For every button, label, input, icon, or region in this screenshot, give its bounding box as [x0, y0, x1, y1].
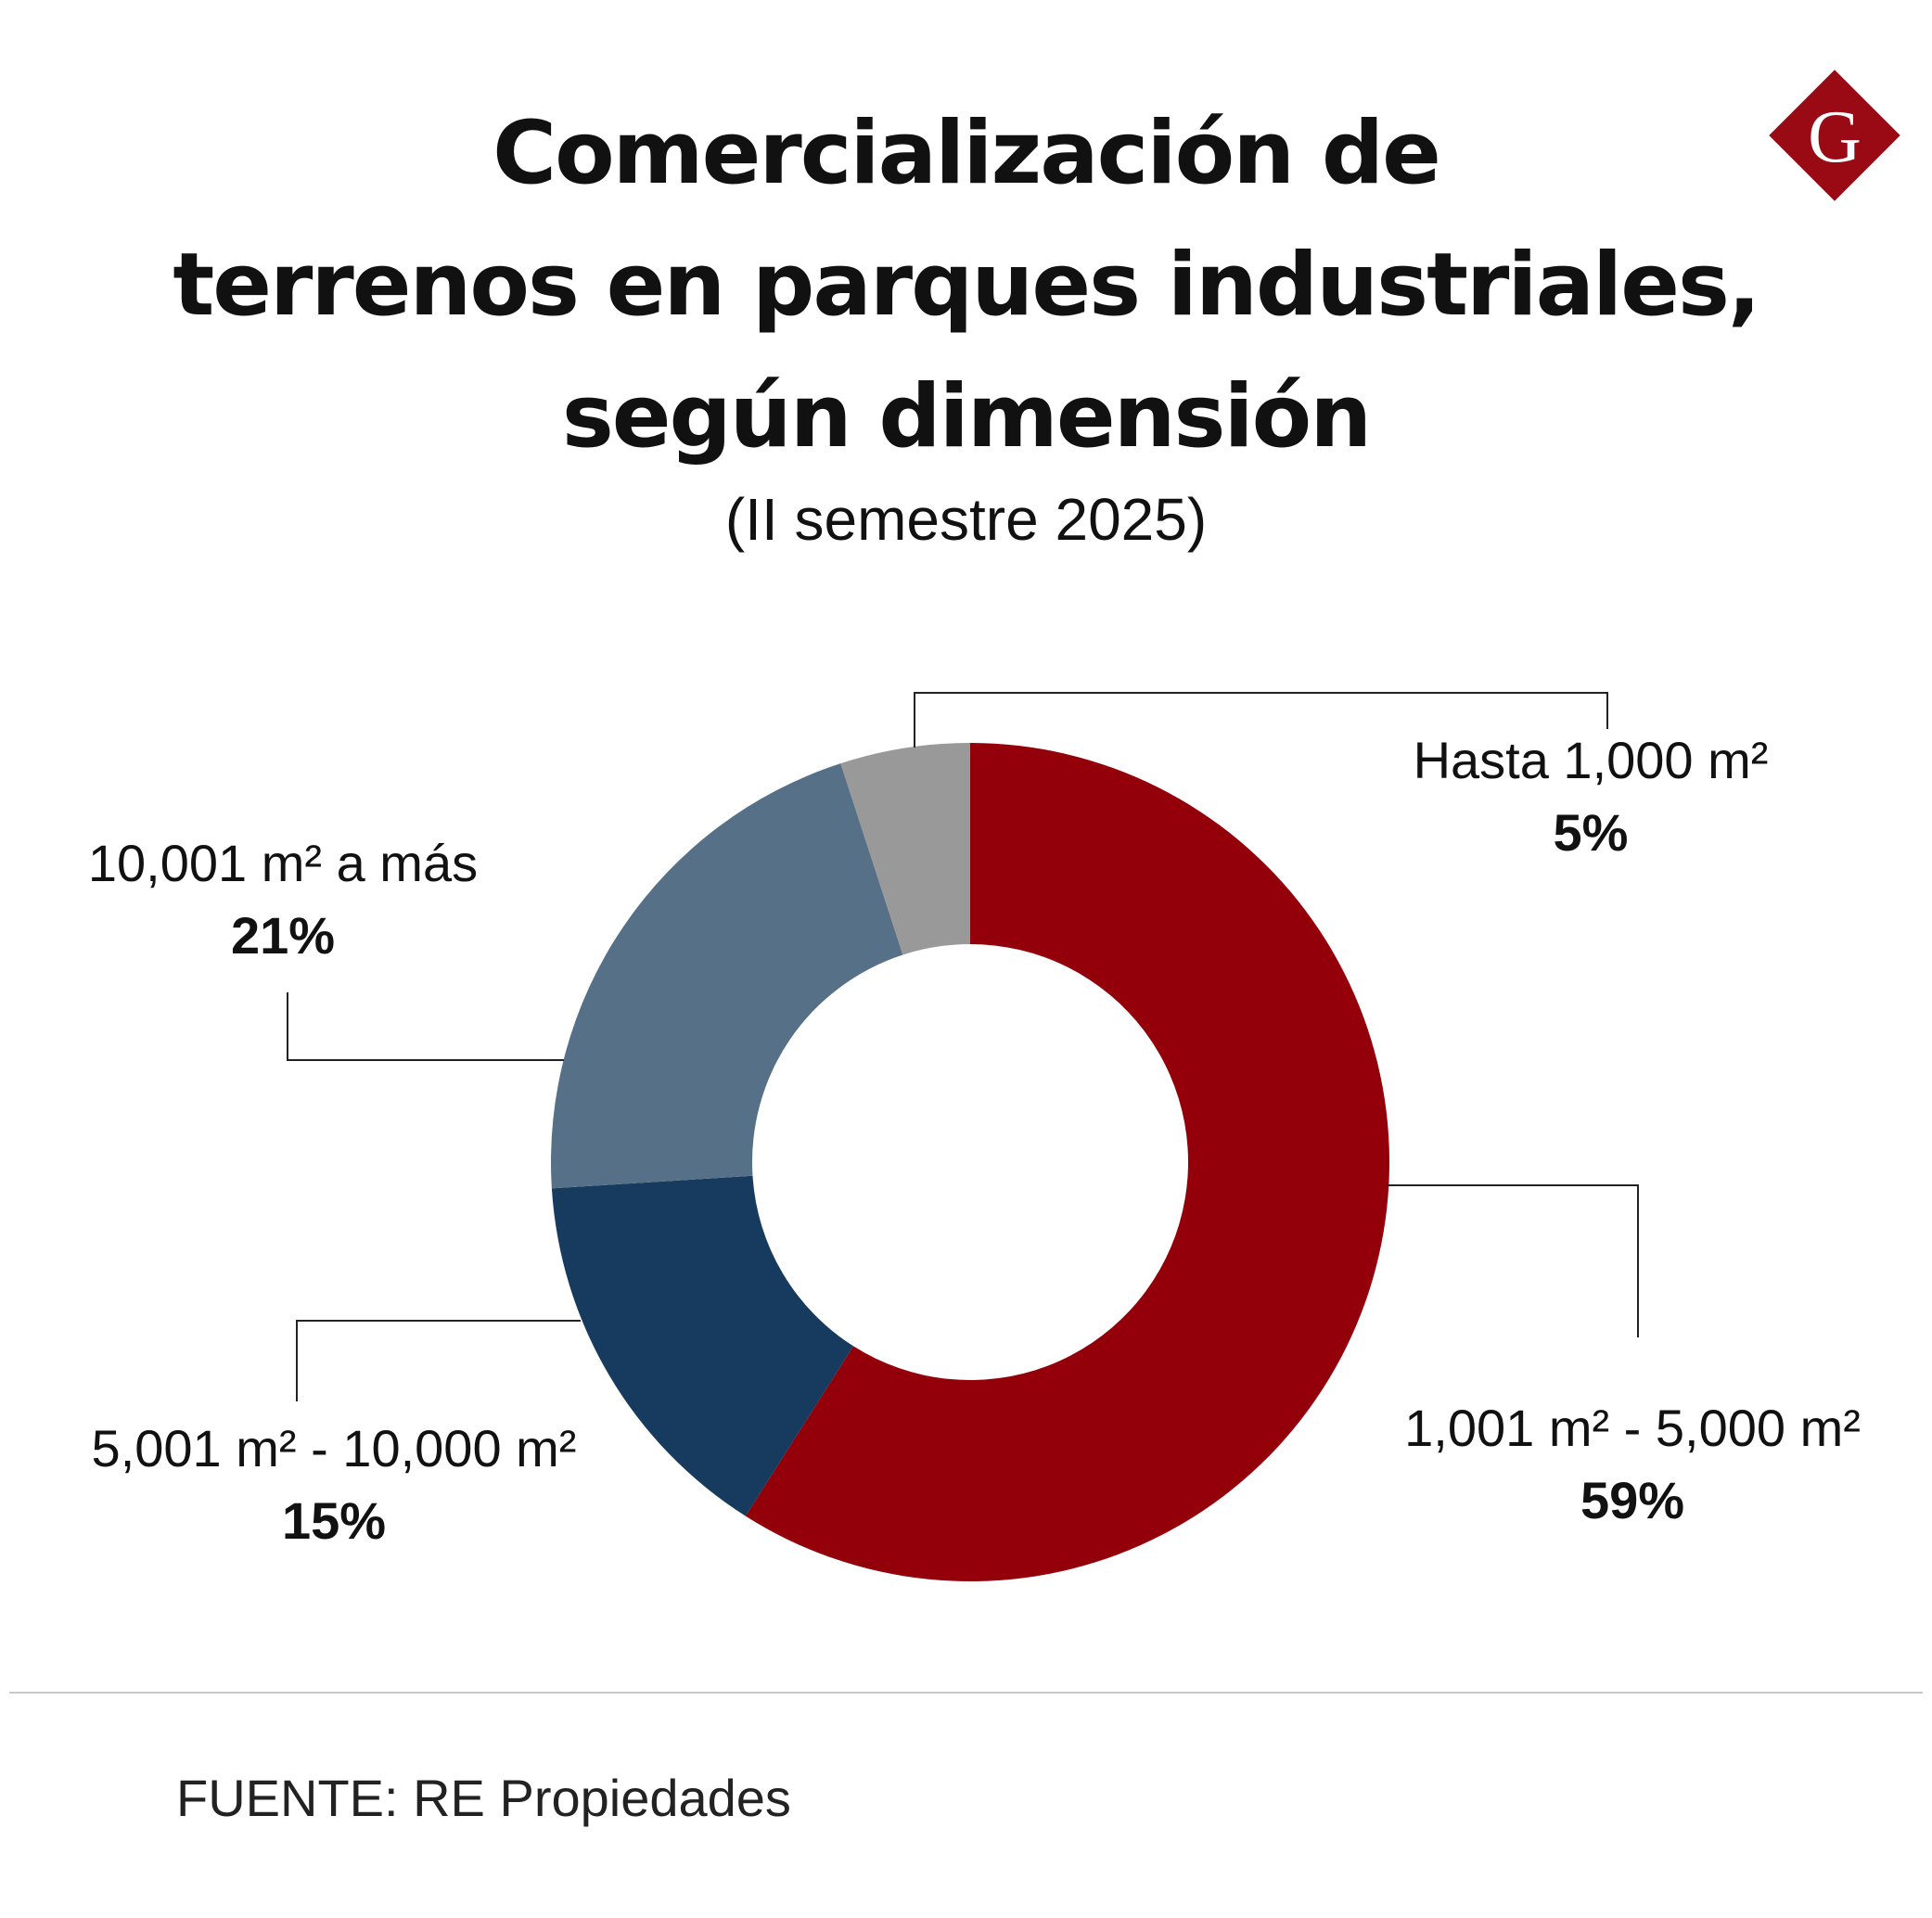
source-note: FUENTE: RE Propiedades: [176, 1769, 791, 1827]
title-line-3: según dimensión: [561, 366, 1372, 467]
label-category: Hasta 1,000 m²: [1413, 731, 1769, 789]
label-percent: 59%: [1580, 1471, 1685, 1529]
label-10001-mas: 10,001 m² a más 21%: [65, 831, 501, 968]
donut-slice-1: [745, 743, 1390, 1581]
title-line-1: Comercialización de: [493, 103, 1441, 204]
donut-slice-4: [840, 743, 970, 955]
leader-line-1001-5000: [1387, 1184, 1639, 1337]
donut-slice-3: [551, 763, 903, 1189]
logo-letter: G: [1808, 96, 1862, 178]
label-5001-10000: 5,001 m² - 10,000 m² 15%: [65, 1416, 603, 1554]
label-category: 1,001 m² - 5,000 m²: [1404, 1399, 1861, 1457]
leader-line-10001-mas: [287, 992, 564, 1061]
chart-subtitle: (II semestre 2025): [724, 486, 1208, 553]
donut-slice-2: [551, 1175, 854, 1516]
footer-divider: [9, 1692, 1923, 1694]
diamond-g-logo-icon: G: [1769, 70, 1900, 201]
donut-slices: [551, 743, 1390, 1581]
title-line-2: terrenos en parques industriales,: [173, 235, 1760, 336]
label-category: 10,001 m² a más: [87, 834, 479, 892]
donut-chart: [287, 692, 1639, 1581]
leader-line-5001-10000: [296, 1320, 581, 1401]
chart-title: Comercialización de terrenos en parques …: [0, 88, 1932, 483]
label-percent: 15%: [281, 1491, 387, 1550]
leader-line-hasta-1000: [914, 692, 1608, 748]
label-1001-5000: 1,001 m² - 5,000 m² 59%: [1382, 1396, 1883, 1533]
label-hasta-1000: Hasta 1,000 m² 5%: [1373, 728, 1809, 865]
label-percent: 21%: [230, 906, 336, 965]
label-percent: 5%: [1553, 803, 1629, 862]
label-category: 5,001 m² - 10,000 m²: [91, 1419, 577, 1477]
leader-lines: [287, 692, 1639, 1401]
